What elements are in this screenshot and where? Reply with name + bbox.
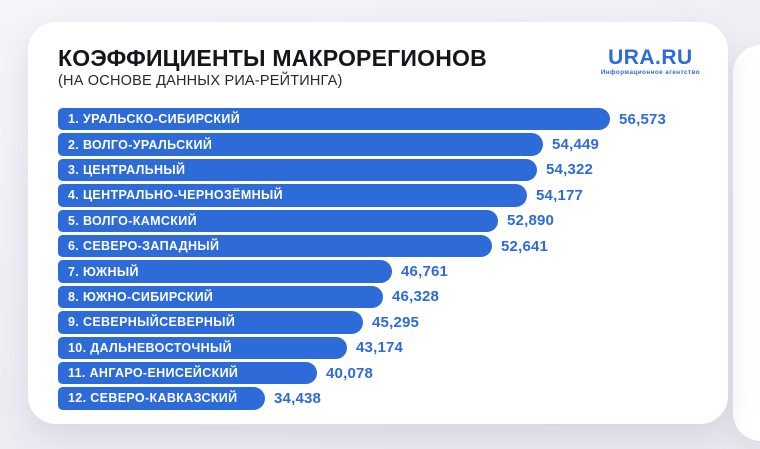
bar-value: 46,328 — [392, 288, 440, 306]
bar-value: 34,438 — [274, 389, 322, 407]
bar-value: 52,641 — [501, 237, 549, 255]
bar: 7. ЮЖНЫЙ — [58, 260, 392, 283]
bar: 1. УРАЛЬСКО-СИБИРСКИЙ — [58, 108, 610, 131]
logo-text: URA.RU — [608, 46, 693, 69]
bar-label: 6. СЕВЕРО-ЗАПАДНЫЙ — [68, 239, 220, 254]
bar-label: 1. УРАЛЬСКО-СИБИРСКИЙ — [68, 112, 241, 127]
page-title: КОЭФФИЦИЕНТЫ МАКРОРЕГИОНОВ — [58, 45, 487, 71]
bar: 6. СЕВЕРО-ЗАПАДНЫЙ — [58, 234, 492, 258]
bar-row: 4. ЦЕНТРАЛЬНО-ЧЕРНОЗЁМНЫЙ 54,177 — [58, 184, 700, 207]
bar-row: 8. ЮЖНО-СИБИРСКИЙ 46,328 — [58, 285, 700, 309]
title-block: КОЭФФИЦИЕНТЫ МАКРОРЕГИОНОВ (НА ОСНОВЕ ДА… — [58, 45, 487, 89]
infographic-card: КОЭФФИЦИЕНТЫ МАКРОРЕГИОНОВ (НА ОСНОВЕ ДА… — [28, 22, 728, 424]
bar-label: 8. ЮЖНО-СИБИРСКИЙ — [68, 289, 214, 304]
bar-row: 10. ДАЛЬНЕВОСТОЧНЫЙ 43,174 — [58, 336, 700, 359]
bar-row: 11. АНГАРО-ЕНИСЕЙСКИЙ 40,078 — [58, 361, 700, 385]
bar: 3. ЦЕНТРАЛЬНЫЙ — [58, 158, 537, 182]
bar: 10. ДАЛЬНЕВОСТОЧНЫЙ — [58, 336, 347, 359]
bar: 8. ЮЖНО-СИБИРСКИЙ — [58, 285, 383, 309]
bar-value: 52,890 — [507, 212, 555, 230]
bar-label: 12. СЕВЕРО-КАВКАЗСКИЙ — [68, 391, 238, 406]
bar: 9. СЕВЕРНЫЙСЕВЕРНЫЙ — [58, 311, 363, 334]
bar-value: 54,177 — [536, 186, 584, 204]
bar-label: 11. АНГАРО-ЕНИСЕЙСКИЙ — [68, 366, 239, 381]
bar-value: 54,322 — [546, 161, 594, 179]
header: КОЭФФИЦИЕНТЫ МАКРОРЕГИОНОВ (НА ОСНОВЕ ДА… — [58, 45, 700, 89]
bar: 2. ВОЛГО-УРАЛЬСКИЙ — [58, 133, 543, 156]
bar-label: 5. ВОЛГО-КАМСКИЙ — [68, 213, 197, 228]
bar-value: 45,295 — [372, 313, 420, 331]
bar-row: 3. ЦЕНТРАЛЬНЫЙ 54,322 — [58, 158, 700, 182]
bar-row: 6. СЕВЕРО-ЗАПАДНЫЙ 52,641 — [58, 234, 700, 258]
bar-label: 7. ЮЖНЫЙ — [68, 264, 139, 279]
bar-label: 4. ЦЕНТРАЛЬНО-ЧЕРНОЗЁМНЫЙ — [68, 188, 283, 203]
bar-row: 1. УРАЛЬСКО-СИБИРСКИЙ 56,573 — [58, 108, 700, 131]
bar: 12. СЕВЕРО-КАВКАЗСКИЙ — [58, 387, 265, 410]
bar-row: 5. ВОЛГО-КАМСКИЙ 52,890 — [58, 209, 700, 232]
bar-label: 3. ЦЕНТРАЛЬНЫЙ — [68, 162, 186, 177]
next-slide-card-edge — [733, 45, 760, 441]
bar-label: 9. СЕВЕРНЫЙСЕВЕРНЫЙ — [68, 315, 236, 330]
ura-ru-logo: URA.RU Информационное агентство — [601, 47, 700, 76]
bar-row: 2. ВОЛГО-УРАЛЬСКИЙ 54,449 — [58, 133, 700, 156]
bar-value: 56,573 — [619, 110, 667, 128]
bar-chart: 1. УРАЛЬСКО-СИБИРСКИЙ 56,573 2. ВОЛГО-УР… — [58, 108, 700, 410]
bar-row: 9. СЕВЕРНЫЙСЕВЕРНЫЙ 45,295 — [58, 311, 700, 334]
bar-value: 43,174 — [356, 339, 404, 357]
bar-value: 40,078 — [326, 364, 374, 382]
bar-value: 54,449 — [552, 136, 600, 154]
bar: 4. ЦЕНТРАЛЬНО-ЧЕРНОЗЁМНЫЙ — [58, 184, 527, 207]
bar-value: 46,761 — [401, 263, 449, 281]
bar-row: 7. ЮЖНЫЙ 46,761 — [58, 260, 700, 283]
page-subtitle: (НА ОСНОВЕ ДАННЫХ РИА-РЕЙТИНГА) — [58, 73, 343, 89]
bar: 11. АНГАРО-ЕНИСЕЙСКИЙ — [58, 361, 317, 385]
bar-label: 10. ДАЛЬНЕВОСТОЧНЫЙ — [68, 340, 232, 355]
logo-tagline: Информационное агентство — [600, 69, 700, 76]
bar-label: 2. ВОЛГО-УРАЛЬСКИЙ — [68, 137, 213, 152]
bar-row: 12. СЕВЕРО-КАВКАЗСКИЙ 34,438 — [58, 387, 700, 410]
bar: 5. ВОЛГО-КАМСКИЙ — [58, 209, 498, 232]
